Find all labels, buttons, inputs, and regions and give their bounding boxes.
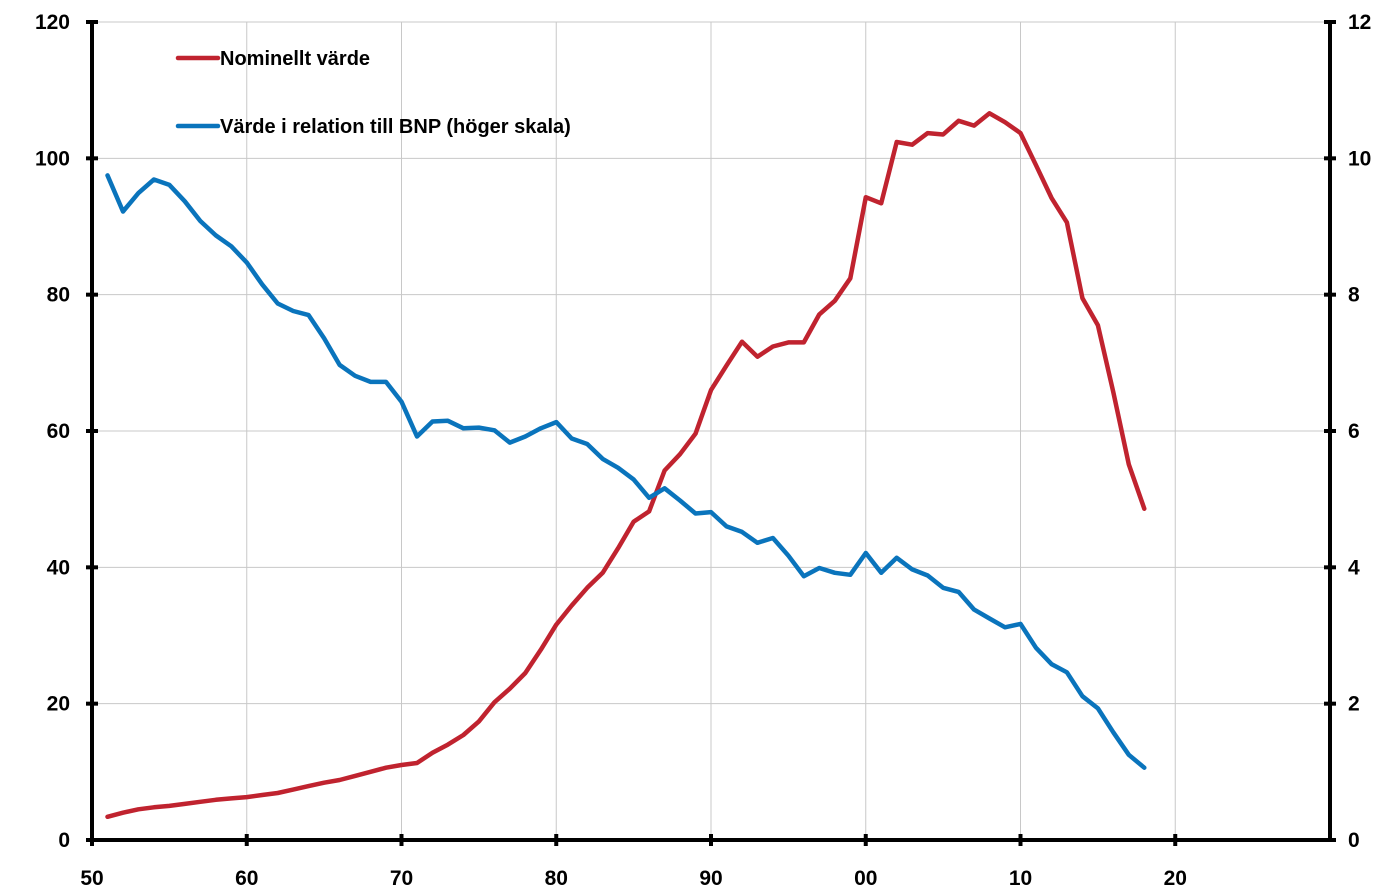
grid-lines [92,21,1330,840]
x-tick-label: 60 [235,867,258,890]
x-tick-label: 10 [1009,867,1032,890]
series-lines [105,111,1147,820]
y-tick-label: 20 [47,693,70,716]
x-tick-label: 50 [80,867,103,890]
y-tick-label: 120 [35,11,70,34]
x-tick-label: 70 [390,867,413,890]
x-tick-label: 90 [699,867,722,890]
legend: Nominellt värde Värde i relation till BNP… [175,48,571,138]
series-line [105,111,1147,820]
y2-tick-label: 12 [1348,11,1371,34]
legend-label: Nominellt värde [220,48,370,70]
y-tick-label: 60 [47,420,70,443]
y2-tick-label: 0 [1348,829,1360,852]
y2-tick-label: 10 [1348,147,1371,170]
tick-labels: 0 20 40 60 80 100 120 0 2 4 6 8 10 12 50 60 70 80 90 00 10 20 [35,11,1371,890]
y2-tick-label: 4 [1348,556,1360,579]
y-tick-label: 40 [47,556,70,579]
x-tick-label: 20 [1164,867,1187,890]
series-line [105,173,1147,770]
x-tick-label: 80 [545,867,568,890]
y-tick-label: 0 [58,829,70,852]
y2-tick-label: 6 [1348,420,1360,443]
y2-tick-label: 2 [1348,693,1360,716]
x-tick-label: 00 [854,867,877,890]
axes [86,20,1336,846]
y-tick-label: 80 [47,284,70,307]
legend-label: Värde i relation till BNP (höger skala) [220,116,571,138]
y-tick-label: 100 [35,147,70,170]
y2-tick-label: 8 [1348,284,1360,307]
